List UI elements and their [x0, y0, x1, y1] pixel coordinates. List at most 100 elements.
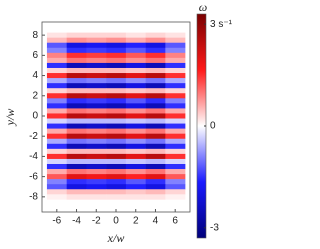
heatmap-cell: [106, 128, 127, 134]
heatmap-cell: [86, 184, 107, 190]
heatmap-cell: [106, 37, 127, 44]
heatmap-cell: [66, 158, 87, 165]
heatmap-cell: [66, 37, 87, 44]
heatmap-cell: [145, 133, 166, 140]
x-axis-label: x/w: [107, 231, 125, 245]
heatmap-cell: [125, 179, 146, 185]
heatmap-cell: [106, 158, 127, 165]
heatmap-cell: [165, 37, 186, 44]
heatmap-cell: [66, 169, 87, 175]
heatmap-cell: [86, 52, 107, 59]
heatmap-cell: [125, 113, 146, 119]
heatmap-cell: [66, 78, 87, 84]
heatmap-cell: [106, 52, 127, 59]
heatmap-cell: [165, 67, 186, 74]
heatmap-cell: [125, 37, 146, 44]
heatmap-cell: [125, 83, 146, 89]
heatmap-cell: [86, 57, 107, 64]
heatmap-cell: [125, 148, 146, 155]
heatmap-cell: [86, 113, 107, 119]
heatmap-cell: [145, 163, 166, 170]
heatmap-cell: [106, 153, 127, 160]
heatmap-cell: [106, 108, 127, 114]
heatmap-cell: [106, 103, 127, 109]
y-tick-label: -6: [29, 171, 38, 182]
heatmap-cell: [165, 143, 186, 150]
heatmap-cell: [145, 93, 166, 99]
heatmap-cell: [125, 169, 146, 175]
heatmap-cell: [165, 153, 186, 160]
heatmap-cell: [66, 163, 87, 170]
heatmap-cell: [46, 52, 67, 59]
heatmap-cell: [86, 42, 107, 49]
y-tick-label: 2: [32, 90, 38, 101]
heatmap-cell: [86, 143, 107, 150]
heatmap-cell: [66, 128, 87, 134]
heatmap-cell: [125, 103, 146, 109]
heatmap-cell: [86, 189, 107, 195]
heatmap-cell: [66, 174, 87, 180]
heatmap-cell: [46, 67, 67, 74]
heatmap-cell: [86, 118, 107, 124]
heatmap-cell: [46, 163, 67, 170]
heatmap-cell: [145, 67, 166, 74]
heatmap-cell: [145, 98, 166, 104]
heatmap-cell: [106, 184, 127, 190]
heatmap-cell: [145, 78, 166, 84]
heatmap-cell: [165, 103, 186, 109]
heatmap-cell: [106, 32, 127, 38]
heatmap-cell: [106, 118, 127, 124]
heatmap-cell: [106, 143, 127, 150]
heatmap-cell: [125, 52, 146, 59]
heatmap-cell: [165, 32, 186, 38]
heatmap-cell: [106, 194, 127, 200]
heatmap-cell: [125, 194, 146, 200]
heatmap-cell: [165, 83, 186, 89]
heatmap-cell: [66, 194, 87, 200]
heatmap-cell: [66, 103, 87, 109]
heatmap-cell: [46, 47, 67, 54]
heatmap-cell: [145, 174, 166, 180]
heatmap-cell: [66, 108, 87, 114]
y-axis-label: y/w: [3, 109, 17, 127]
heatmap-cell: [86, 158, 107, 165]
heatmap-cell: [66, 73, 87, 79]
heatmap-cell: [46, 123, 67, 129]
heatmap-cell: [165, 184, 186, 190]
heatmap-cell: [125, 93, 146, 99]
heatmap-cell: [165, 93, 186, 99]
heatmap-cell: [86, 83, 107, 89]
heatmap-cell: [145, 52, 166, 59]
heatmap-cell: [145, 123, 166, 129]
heatmap-cell: [106, 83, 127, 89]
y-tick-label: 6: [32, 50, 38, 61]
heatmap-cell: [46, 148, 67, 155]
heatmap-cell: [125, 98, 146, 104]
heatmap-cell: [145, 113, 166, 119]
x-tick-label: 2: [133, 216, 139, 227]
heatmap-cell: [66, 52, 87, 59]
heatmap-cell: [86, 62, 107, 69]
heatmap-cell: [46, 169, 67, 175]
heatmap-cell: [145, 169, 166, 175]
heatmap-cell: [145, 42, 166, 49]
heatmap-cell: [145, 184, 166, 190]
heatmap-cell: [165, 42, 186, 49]
heatmap-cell: [165, 158, 186, 165]
y-tick-label: -8: [29, 191, 38, 202]
heatmap-cell: [165, 113, 186, 119]
heatmap-cell: [46, 158, 67, 165]
heatmap-cell: [66, 47, 87, 54]
heatmap-cell: [66, 143, 87, 150]
heatmap-cell: [145, 194, 166, 200]
heatmap-cell: [66, 57, 87, 64]
heatmap-cell: [106, 123, 127, 129]
heatmap-cell: [125, 123, 146, 129]
heatmap-cell: [46, 88, 67, 94]
heatmap-cell: [125, 42, 146, 49]
heatmap-cell: [165, 133, 186, 140]
heatmap-cell: [106, 88, 127, 94]
heatmap-cell: [46, 138, 67, 145]
heatmap-cell: [145, 118, 166, 124]
heatmap-cell: [125, 189, 146, 195]
